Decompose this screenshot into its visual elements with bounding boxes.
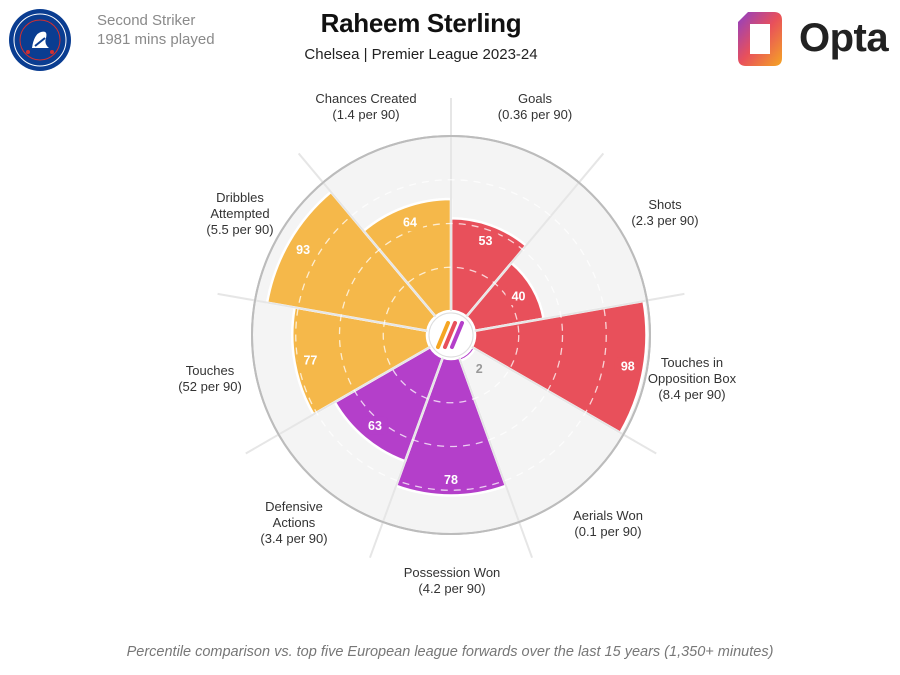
spoke-line xyxy=(369,357,444,559)
chart-subtitle: Chelsea | Premier League 2023-24 xyxy=(304,46,538,63)
spoke-line xyxy=(458,357,533,559)
svg-text:Dribbles: Dribbles xyxy=(216,190,264,205)
chart-rings xyxy=(251,135,651,535)
bar-goals xyxy=(449,217,528,318)
chart-bars xyxy=(265,190,648,497)
bar-touches-in-opposition-box xyxy=(470,299,648,434)
svg-text:Shots: Shots xyxy=(648,197,682,212)
svg-text:(2.3 per 90): (2.3 per 90) xyxy=(631,213,698,228)
svg-text:(1.4 per 90): (1.4 per 90) xyxy=(332,107,399,122)
spoke-line xyxy=(297,152,437,318)
opta-wordmark: Opta xyxy=(799,16,889,60)
svg-text:77: 77 xyxy=(303,353,317,367)
svg-text:(3.4 per 90): (3.4 per 90) xyxy=(260,531,327,546)
footnote: Percentile comparison vs. top five Europ… xyxy=(126,644,774,660)
svg-text:53: 53 xyxy=(479,234,493,248)
value-label-shots: 40 xyxy=(505,287,532,305)
ring-50 xyxy=(338,222,564,448)
value-label-goals: 53 xyxy=(472,231,499,250)
svg-text:Goals: Goals xyxy=(518,91,552,106)
category-label-touches: Touches(52 per 90) xyxy=(178,363,242,394)
svg-text:40: 40 xyxy=(512,290,526,304)
value-label-chances-created: 64 xyxy=(396,213,423,232)
value-label-touches: 77 xyxy=(297,350,324,369)
chart-title: Raheem Sterling xyxy=(320,8,522,38)
svg-text:Chances Created: Chances Created xyxy=(315,91,416,106)
value-label-touches-in-opposition-box: 98 xyxy=(614,357,641,376)
center-logo-icon xyxy=(428,312,474,358)
svg-text:98: 98 xyxy=(621,360,635,374)
club-crest-logo xyxy=(9,9,71,71)
player-meta: Second Striker 1981 mins played xyxy=(97,11,215,49)
bar-possession-won xyxy=(394,356,508,497)
bar-dribbles-attempted xyxy=(265,190,437,333)
category-label-chances-created: Chances Created(1.4 per 90) xyxy=(315,91,416,122)
svg-text:(52 per 90): (52 per 90) xyxy=(178,379,242,394)
svg-text:78: 78 xyxy=(444,473,458,487)
category-label-goals: Goals(0.36 per 90) xyxy=(498,91,572,122)
chart-value-labels: 53 40 98 2 78 63 77 93 64 xyxy=(290,213,641,489)
category-label-aerials-won: Aerials Won(0.1 per 90) xyxy=(573,508,643,539)
svg-text:63: 63 xyxy=(368,419,382,433)
svg-text:(0.36 per 90): (0.36 per 90) xyxy=(498,107,572,122)
svg-text:Touches: Touches xyxy=(186,363,235,378)
spoke-line xyxy=(465,152,605,318)
svg-text:64: 64 xyxy=(403,216,417,230)
spoke-line xyxy=(471,346,657,455)
svg-text:Aerials Won: Aerials Won xyxy=(573,508,643,523)
svg-text:(8.4 per 90): (8.4 per 90) xyxy=(658,387,725,402)
category-label-shots: Shots(2.3 per 90) xyxy=(631,197,698,228)
value-label-aerials-won: 2 xyxy=(476,362,483,376)
svg-text:93: 93 xyxy=(296,243,310,257)
bar-shots xyxy=(465,261,545,333)
chart-spokes xyxy=(217,98,685,559)
svg-text:Attempted: Attempted xyxy=(210,206,269,221)
bar-chances-created xyxy=(362,197,453,318)
category-label-possession-won: Possession Won(4.2 per 90) xyxy=(404,565,501,596)
svg-text:(0.1 per 90): (0.1 per 90) xyxy=(574,524,641,539)
spoke-line xyxy=(474,292,685,332)
svg-text:Actions: Actions xyxy=(273,515,316,530)
bar-touches xyxy=(291,306,432,416)
ring-75 xyxy=(295,179,607,491)
value-label-possession-won: 78 xyxy=(438,470,464,489)
svg-text:Opposition Box: Opposition Box xyxy=(648,371,737,386)
svg-text:Touches in: Touches in xyxy=(661,355,723,370)
svg-text:2: 2 xyxy=(476,362,483,376)
svg-text:(5.5 per 90): (5.5 per 90) xyxy=(206,222,273,237)
player-position: Second Striker xyxy=(97,12,196,29)
value-label-dribbles-attempted: 93 xyxy=(290,240,317,259)
ring-25 xyxy=(382,266,520,404)
bar-defensive-actions xyxy=(333,345,445,463)
svg-text:Possession Won: Possession Won xyxy=(404,565,501,580)
svg-text:(4.2 per 90): (4.2 per 90) xyxy=(418,581,485,596)
opta-logo-icon xyxy=(738,12,782,66)
svg-text:Defensive: Defensive xyxy=(265,499,323,514)
chart-category-labels: Goals(0.36 per 90) Shots(2.3 per 90) Touch… xyxy=(178,91,736,596)
spoke-line xyxy=(245,346,431,455)
minutes-played: 1981 mins played xyxy=(97,31,215,48)
outer-ring xyxy=(251,135,651,535)
spoke-line xyxy=(217,292,428,332)
value-label-defensive-actions: 63 xyxy=(361,416,388,435)
